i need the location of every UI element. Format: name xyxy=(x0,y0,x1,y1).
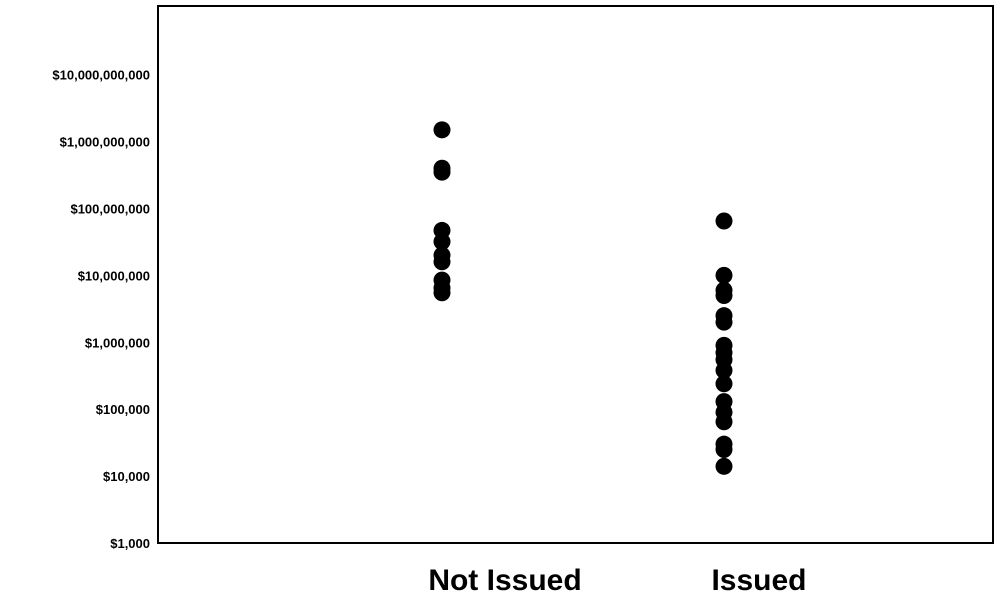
x-category-label: Issued xyxy=(711,564,806,595)
data-point xyxy=(715,266,733,284)
y-tick-label: $1,000 xyxy=(110,536,150,551)
y-tick-label: $1,000,000,000 xyxy=(60,135,150,150)
data-point xyxy=(715,361,733,379)
y-tick-label: $100,000 xyxy=(96,402,150,417)
data-point xyxy=(433,163,451,181)
data-points xyxy=(433,121,733,475)
y-tick-label: $10,000,000,000 xyxy=(52,68,150,83)
x-axis: Not Issued Issued xyxy=(428,564,806,595)
data-point xyxy=(715,212,733,230)
data-point xyxy=(715,440,733,458)
data-point xyxy=(433,121,451,139)
y-axis: $1,000 $10,000 $100,000 $1,000,000 $10,000,0… xyxy=(52,68,150,551)
y-tick-label: $10,000,000 xyxy=(78,268,150,283)
data-point xyxy=(715,413,733,431)
data-point xyxy=(433,284,451,302)
y-tick-label: $100,000,000 xyxy=(70,202,150,217)
data-point xyxy=(433,253,451,271)
data-point xyxy=(715,375,733,393)
y-tick-label: $10,000 xyxy=(103,469,150,484)
data-point xyxy=(715,313,733,331)
plot-frame xyxy=(157,5,994,544)
y-tick-label: $1,000,000 xyxy=(85,335,150,350)
data-point xyxy=(433,233,451,251)
x-category-label: Not Issued xyxy=(428,564,581,595)
data-point xyxy=(715,457,733,475)
data-point xyxy=(715,287,733,305)
